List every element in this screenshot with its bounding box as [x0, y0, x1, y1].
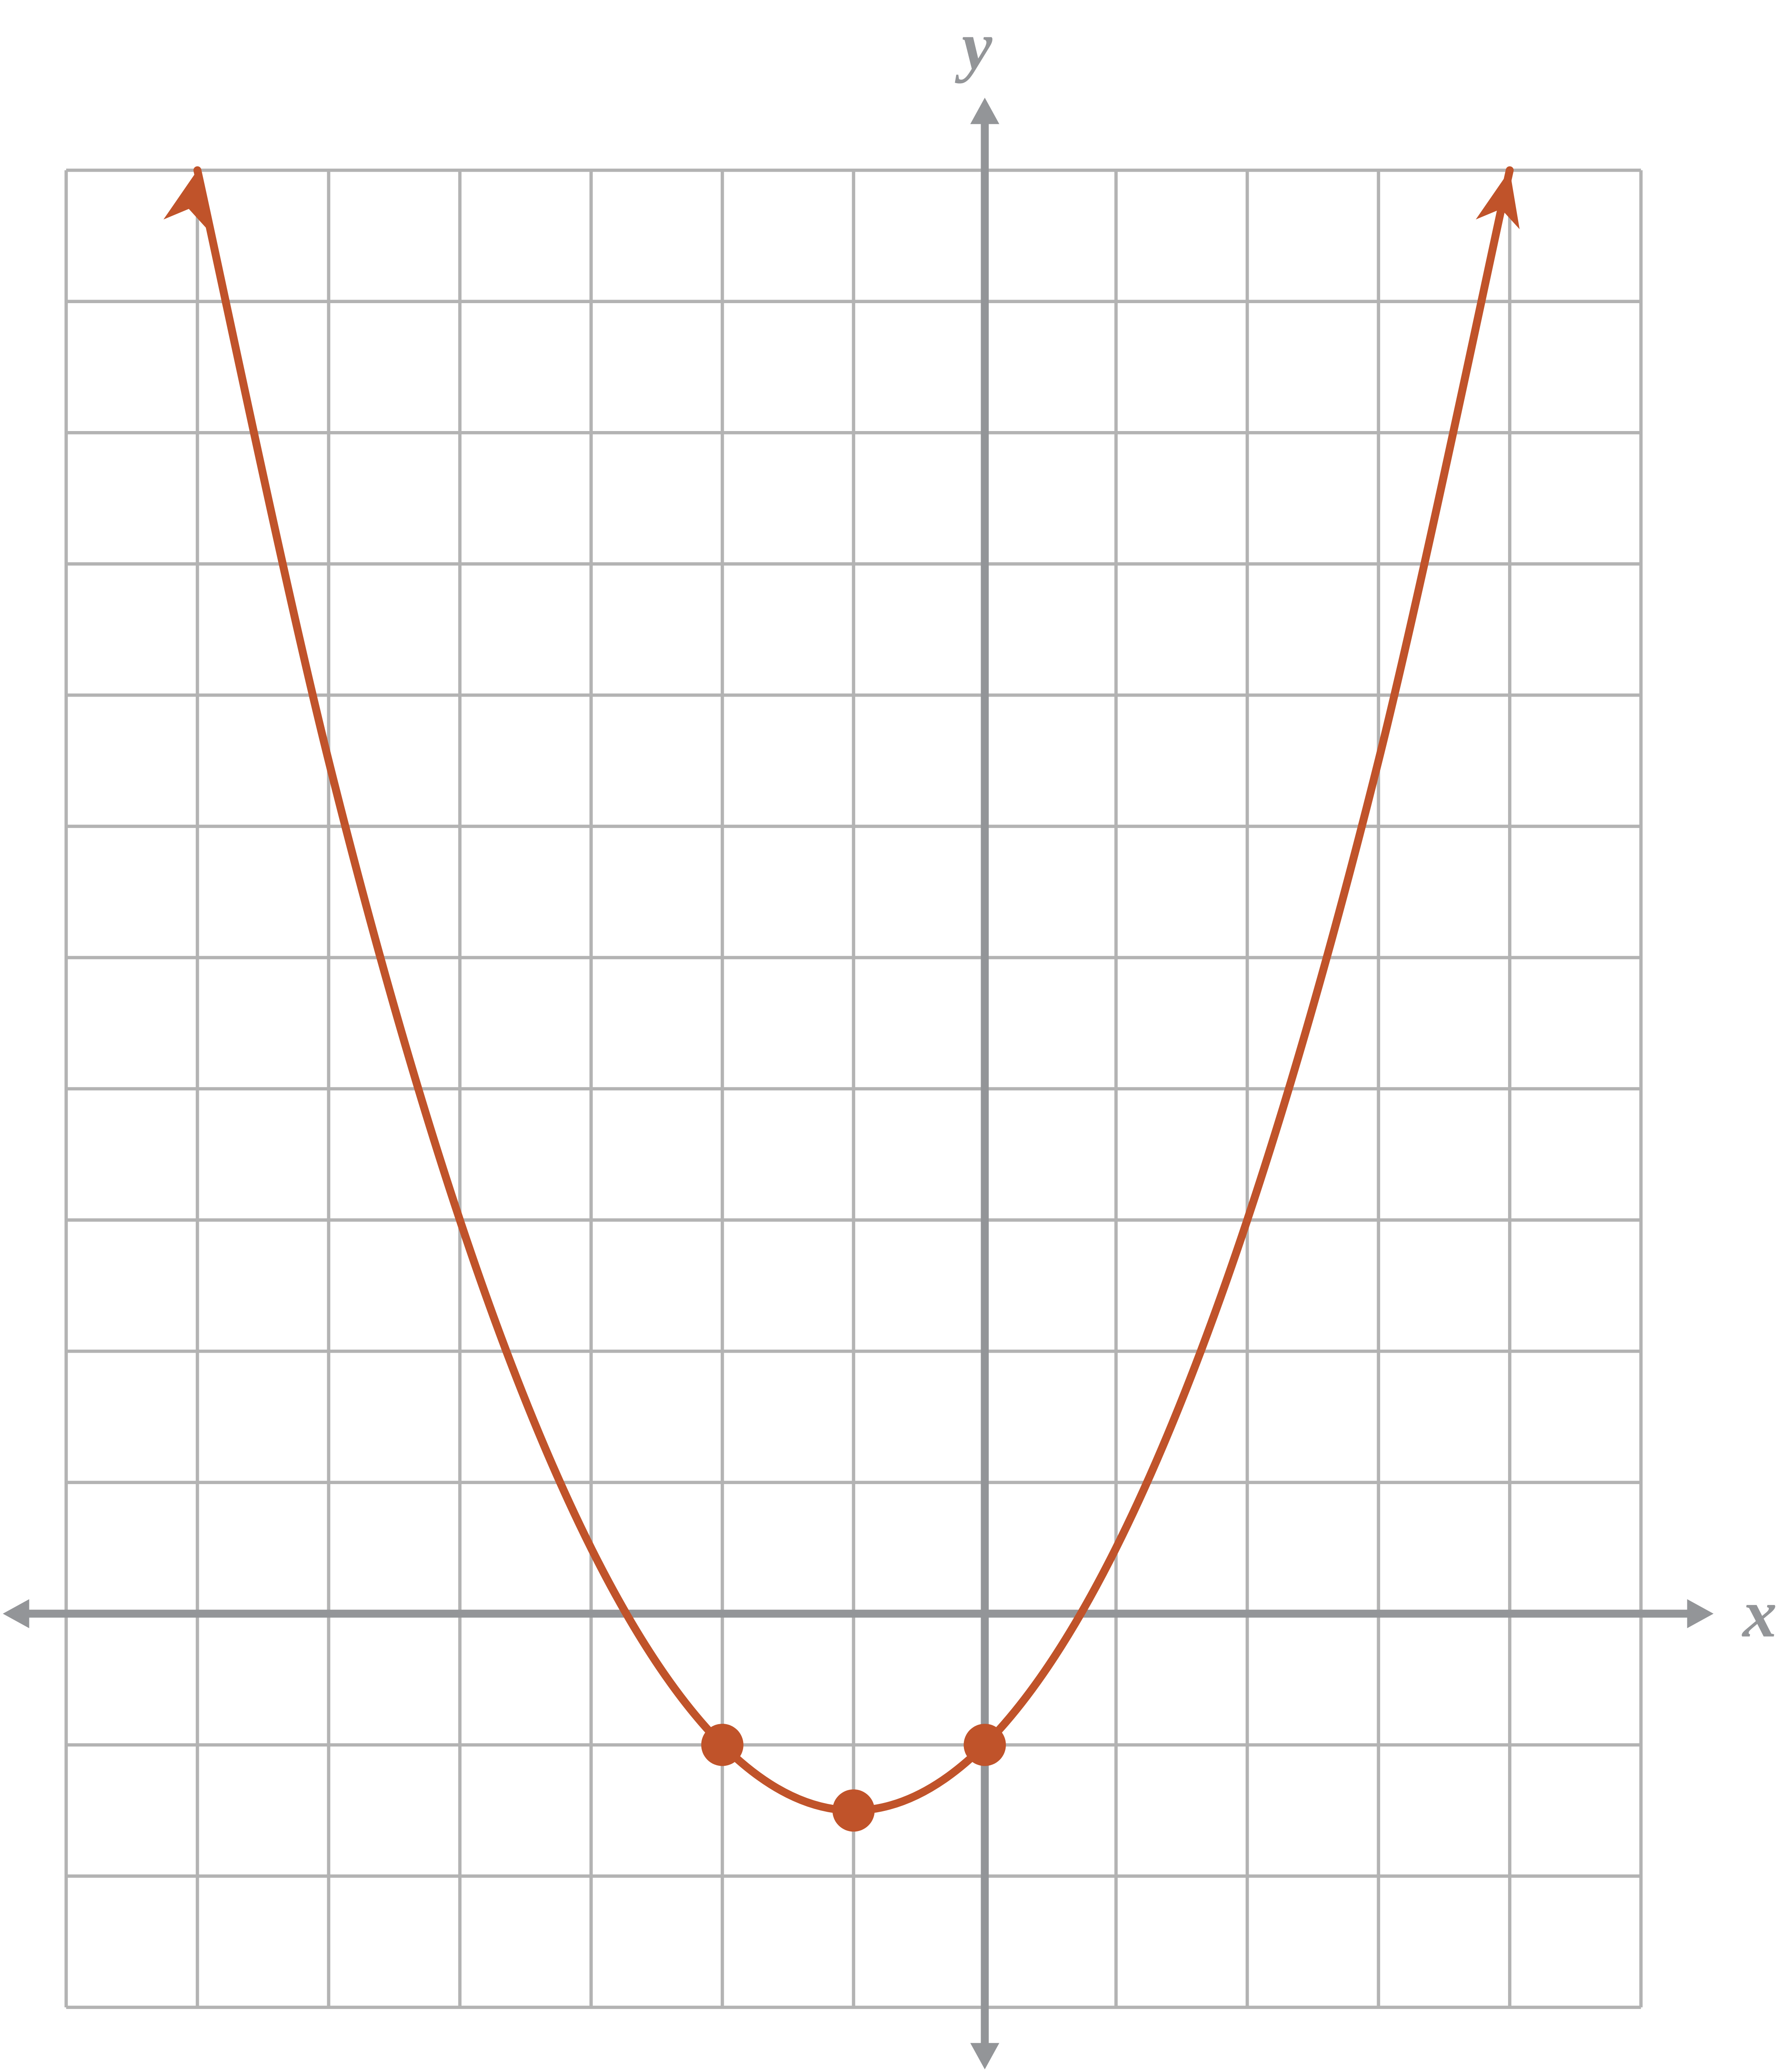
point — [832, 1789, 875, 1832]
curve-arrow — [1476, 170, 1520, 230]
x-axis-arrow — [1687, 1599, 1714, 1628]
point — [963, 1724, 1006, 1766]
axes — [3, 97, 1714, 2069]
curve-arrow — [163, 170, 208, 230]
plot — [163, 166, 1520, 1832]
y-axis-arrow — [970, 97, 999, 124]
point — [701, 1724, 744, 1766]
y-axis-arrow — [970, 2043, 999, 2069]
x-axis-label: x — [1742, 1575, 1777, 1651]
grid — [64, 168, 1643, 2009]
y-axis-label: y — [955, 7, 992, 84]
x-axis-arrow — [3, 1599, 29, 1628]
